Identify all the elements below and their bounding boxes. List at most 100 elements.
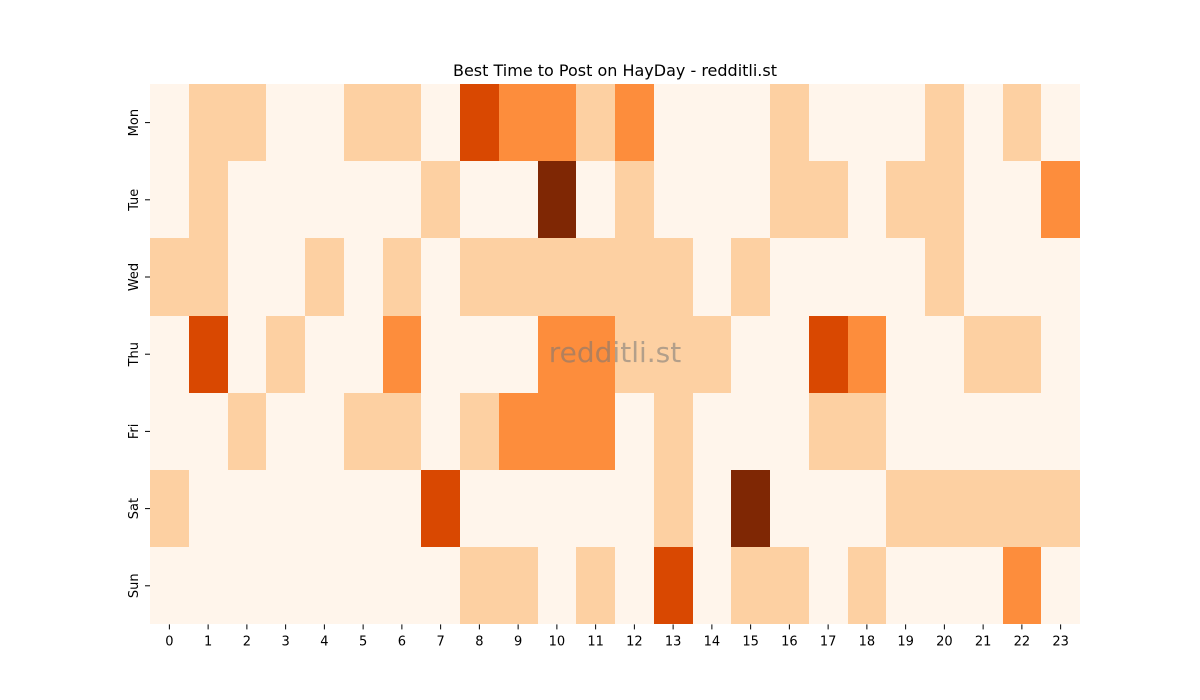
heatmap-cell-thu-11	[576, 316, 615, 393]
x-tick-label: 21	[975, 634, 992, 649]
heatmap-cell-fri-15	[731, 393, 770, 470]
heatmap-cell-tue-23	[1041, 161, 1080, 238]
heatmap-cell-thu-16	[770, 316, 809, 393]
heatmap-cell-tue-15	[731, 161, 770, 238]
heatmap-cell-mon-15	[731, 84, 770, 161]
heatmap-cell-sun-8	[460, 547, 499, 624]
heatmap-cell-mon-18	[848, 84, 886, 161]
x-tick-label: 13	[665, 634, 682, 649]
heatmap-cell-wed-9	[499, 238, 538, 316]
heatmap-cell-thu-5	[344, 316, 383, 393]
heatmap-cell-mon-21	[964, 84, 1003, 161]
heatmap-cell-sat-20	[925, 470, 964, 547]
heatmap-cell-wed-1	[189, 238, 228, 316]
heatmap-cell-mon-22	[1003, 84, 1041, 161]
heatmap-cell-sat-23	[1041, 470, 1080, 547]
heatmap-cell-fri-0	[150, 393, 189, 470]
heatmap-cell-sun-13	[654, 547, 693, 624]
heatmap-cell-tue-21	[964, 161, 1003, 238]
heatmap-cell-mon-6	[383, 84, 421, 161]
heatmap-cell-mon-0	[150, 84, 189, 161]
x-tick-label: 0	[165, 634, 173, 649]
heatmap-cell-wed-19	[886, 238, 925, 316]
x-tick-label: 12	[626, 634, 643, 649]
heatmap-cell-wed-8	[460, 238, 499, 316]
heatmap-cell-thu-2	[228, 316, 266, 393]
heatmap-cell-mon-20	[925, 84, 964, 161]
heatmap-cell-wed-0	[150, 238, 189, 316]
x-tick-label: 15	[742, 634, 759, 649]
x-tick-label: 16	[781, 634, 798, 649]
heatmap-cell-sat-17	[809, 470, 848, 547]
heatmap-cell-thu-21	[964, 316, 1003, 393]
heatmap-cell-sun-18	[848, 547, 886, 624]
heatmap-cell-tue-22	[1003, 161, 1041, 238]
heatmap-cell-mon-16	[770, 84, 809, 161]
heatmap-cell-thu-8	[460, 316, 499, 393]
heatmap-cell-wed-6	[383, 238, 421, 316]
heatmap-cell-mon-12	[615, 84, 654, 161]
heatmap-cell-tue-5	[344, 161, 383, 238]
heatmap-cell-wed-2	[228, 238, 266, 316]
y-axis: Mon Tue Wed Thu Fri Sat Sun	[127, 109, 150, 598]
x-axis: 0 1 2 3 4 5 6 7 8 9 10 11 12 13 14 15 16 17 18 19 20 21 22 23	[165, 624, 1069, 649]
heatmap-cell-thu-23	[1041, 316, 1080, 393]
heatmap-cell-mon-8	[460, 84, 499, 161]
x-tick-label: 9	[514, 634, 522, 649]
heatmap-cell-wed-17	[809, 238, 848, 316]
x-tick-label: 23	[1052, 634, 1069, 649]
heatmap-cell-thu-20	[925, 316, 964, 393]
heatmap-cell-sun-2	[228, 547, 266, 624]
heatmap-cell-sat-0	[150, 470, 189, 547]
heatmap-cell-sun-23	[1041, 547, 1080, 624]
heatmap-cells	[150, 84, 1080, 624]
heatmap-cell-sun-22	[1003, 547, 1041, 624]
x-tick-label: 2	[243, 634, 251, 649]
heatmap-cell-fri-4	[305, 393, 344, 470]
x-tick-label: 4	[320, 634, 328, 649]
heatmap-cell-fri-7	[421, 393, 460, 470]
heatmap-cell-sun-0	[150, 547, 189, 624]
heatmap-cell-fri-18	[848, 393, 886, 470]
heatmap-cell-wed-16	[770, 238, 809, 316]
heatmap-cell-sun-19	[886, 547, 925, 624]
heatmap-cell-tue-3	[266, 161, 305, 238]
heatmap-cell-thu-14	[693, 316, 731, 393]
heatmap-cell-thu-0	[150, 316, 189, 393]
heatmap-cell-fri-10	[538, 393, 576, 470]
heatmap-cell-thu-18	[848, 316, 886, 393]
heatmap-cell-fri-1	[189, 393, 228, 470]
heatmap-cell-sun-9	[499, 547, 538, 624]
y-tick-label: Fri	[127, 424, 142, 440]
x-tick-label: 19	[897, 634, 914, 649]
heatmap-cell-fri-20	[925, 393, 964, 470]
heatmap-cell-sat-13	[654, 470, 693, 547]
heatmap-cell-sat-8	[460, 470, 499, 547]
y-tick-label: Wed	[127, 263, 142, 291]
heatmap-cell-thu-15	[731, 316, 770, 393]
heatmap-cell-tue-16	[770, 161, 809, 238]
heatmap-cell-mon-2	[228, 84, 266, 161]
heatmap-cell-fri-6	[383, 393, 421, 470]
heatmap-cell-sat-22	[1003, 470, 1041, 547]
heatmap-cell-tue-1	[189, 161, 228, 238]
heatmap-cell-tue-2	[228, 161, 266, 238]
heatmap-cell-fri-3	[266, 393, 305, 470]
heatmap-cell-wed-11	[576, 238, 615, 316]
x-tick-label: 8	[475, 634, 483, 649]
y-tick-label: Tue	[127, 189, 142, 212]
heatmap-cell-thu-3	[266, 316, 305, 393]
y-tick-label: Mon	[127, 109, 142, 136]
heatmap-cell-sun-11	[576, 547, 615, 624]
heatmap-cell-sat-9	[499, 470, 538, 547]
heatmap-cell-tue-11	[576, 161, 615, 238]
heatmap-cell-sun-10	[538, 547, 576, 624]
heatmap-cell-mon-5	[344, 84, 383, 161]
heatmap-cell-tue-8	[460, 161, 499, 238]
x-tick-label: 20	[936, 634, 953, 649]
heatmap-cell-wed-22	[1003, 238, 1041, 316]
x-tick-label: 6	[398, 634, 406, 649]
heatmap-cell-thu-1	[189, 316, 228, 393]
heatmap-cell-mon-4	[305, 84, 344, 161]
